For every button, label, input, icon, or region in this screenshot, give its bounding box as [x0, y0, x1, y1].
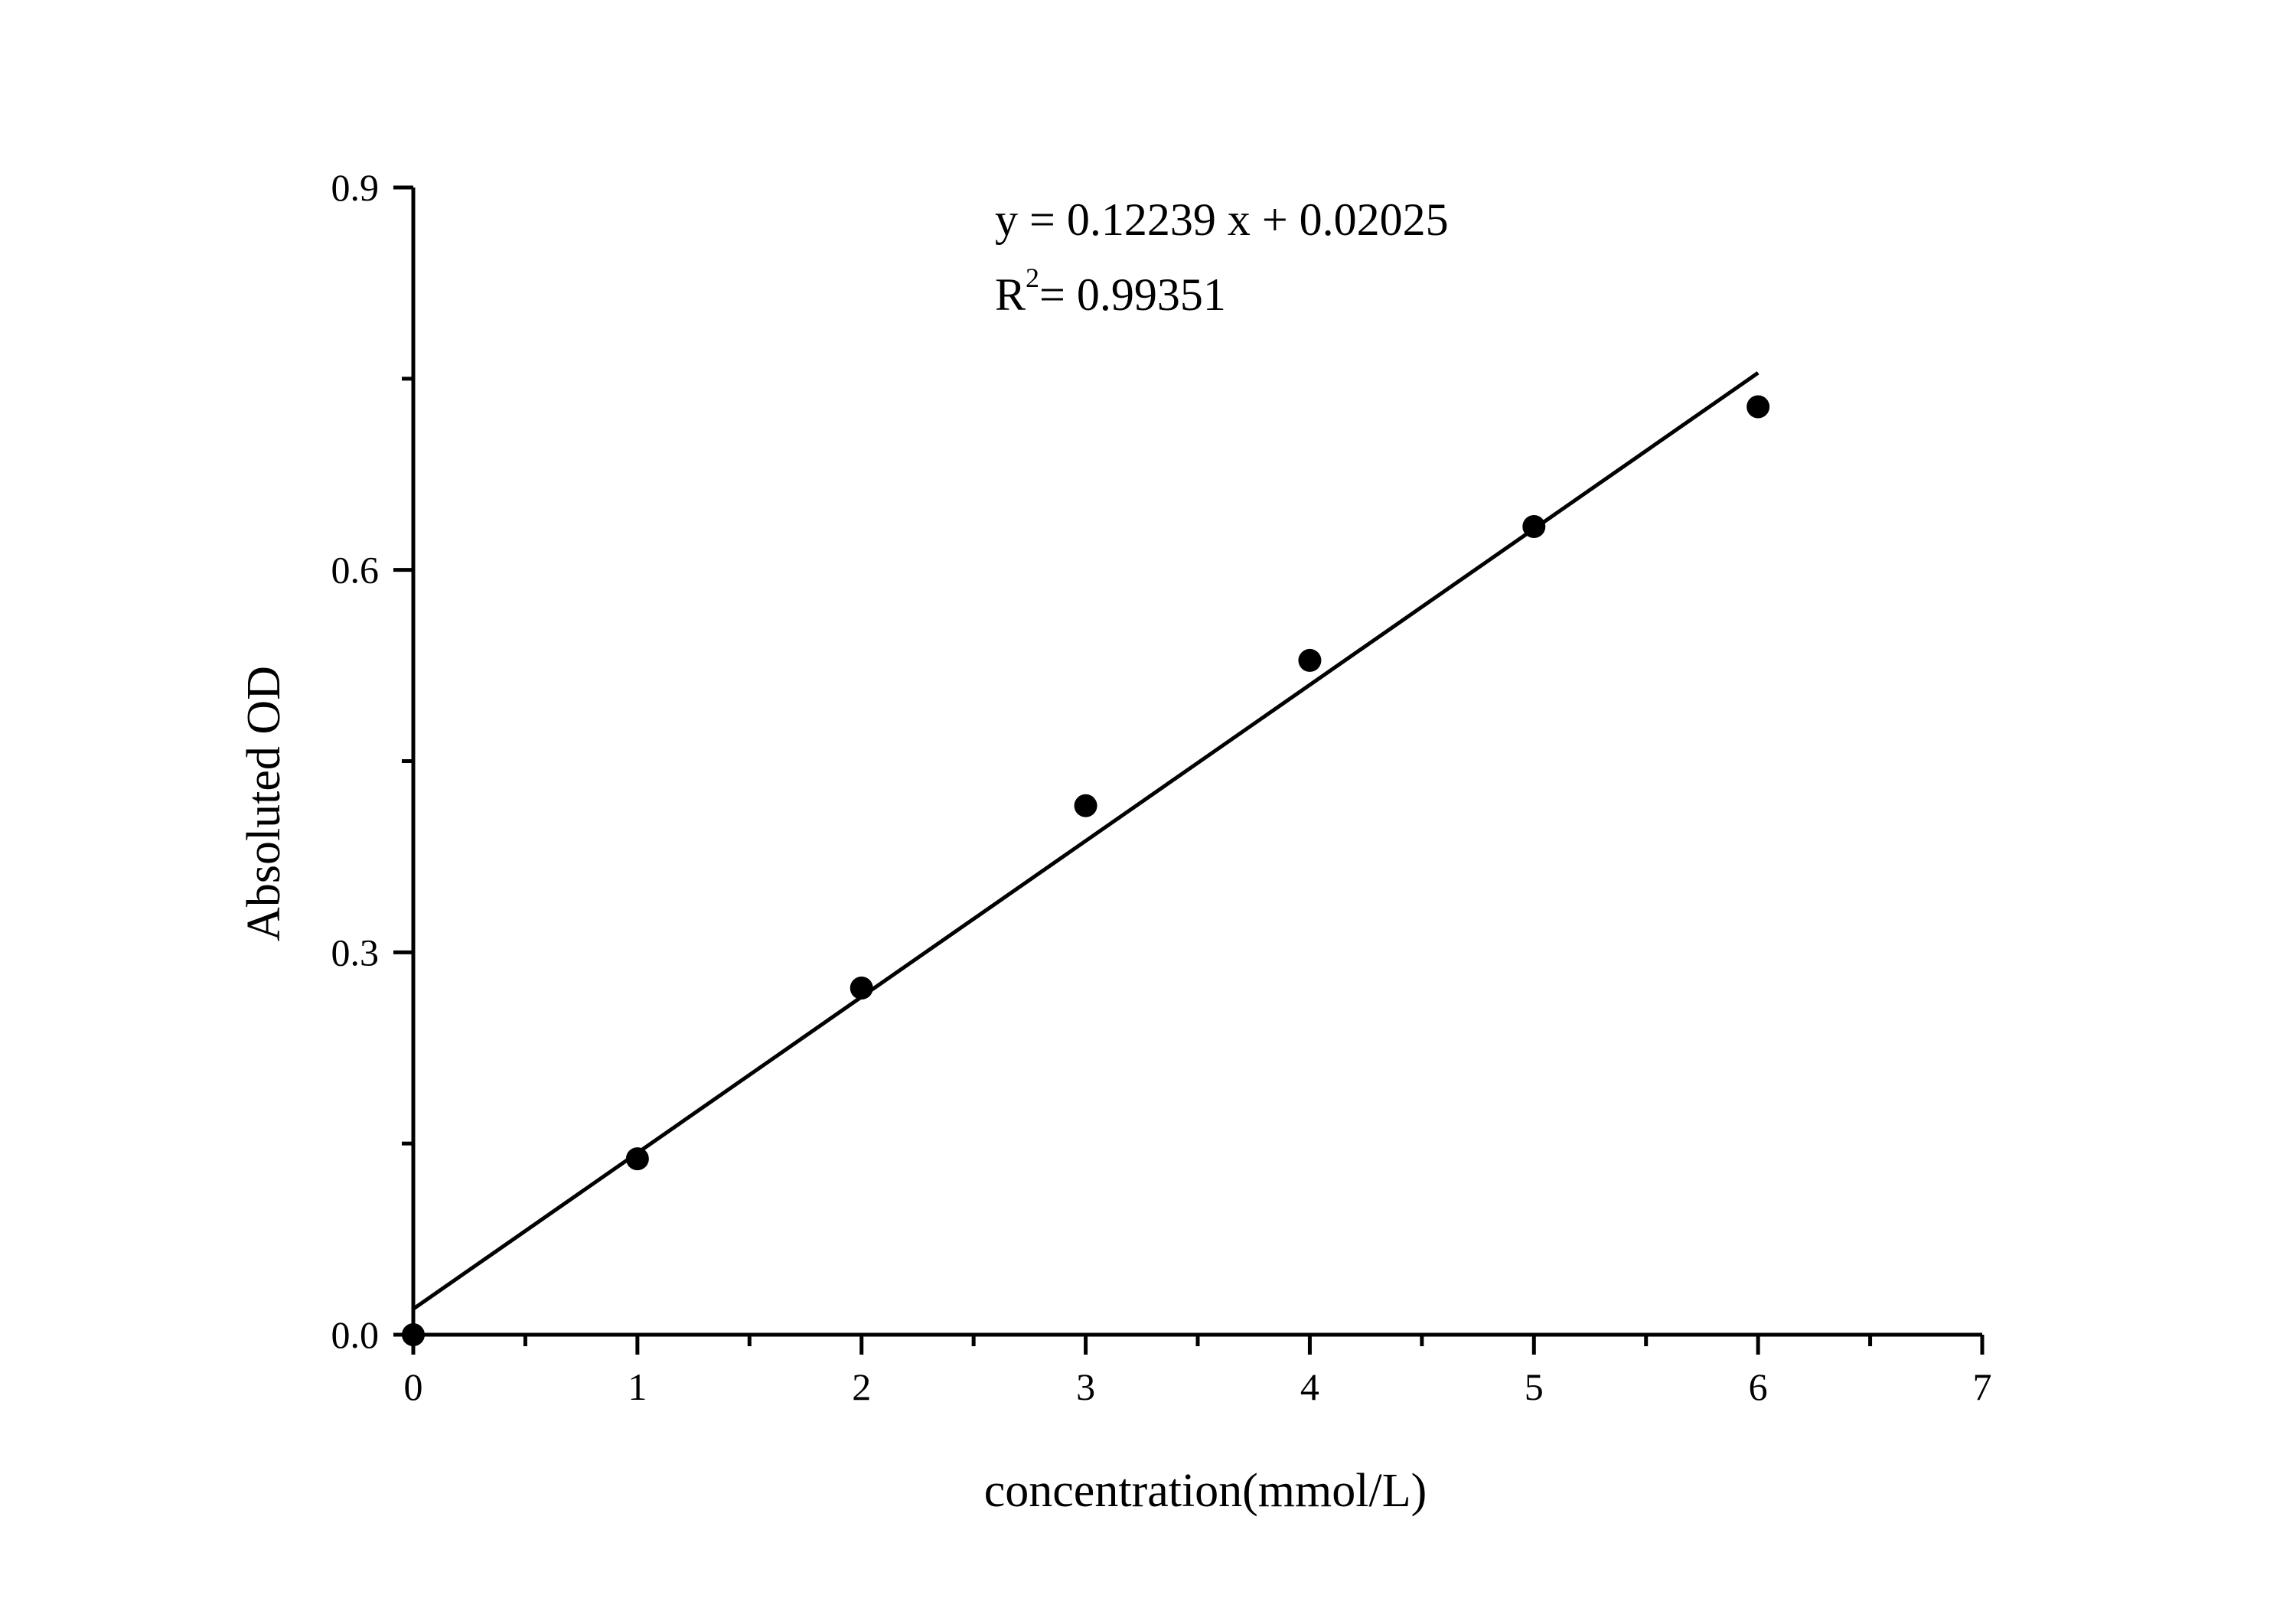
- data-point: [1522, 515, 1546, 539]
- x-tick-label: 5: [1525, 1365, 1544, 1408]
- y-axis-title: Absoluted OD: [238, 666, 290, 941]
- y-tick-label: 0.6: [331, 549, 380, 592]
- x-tick-label: 0: [404, 1365, 423, 1408]
- data-point: [1298, 648, 1322, 672]
- data-point: [402, 1323, 425, 1346]
- r-squared-value: = 0.99351: [1039, 269, 1226, 320]
- data-point: [1074, 794, 1097, 817]
- r-squared-exponent: 2: [1026, 263, 1039, 293]
- data-points: [402, 395, 1770, 1346]
- data-point: [625, 1147, 649, 1171]
- x-tick-label: 6: [1749, 1365, 1768, 1408]
- fit-line-group: [412, 371, 1760, 1311]
- y-tick-label: 0.3: [331, 931, 380, 973]
- x-tick-label: 3: [1076, 1365, 1095, 1408]
- y-tick-label: 0.9: [331, 166, 380, 209]
- y-tick-label: 0.0: [331, 1313, 380, 1356]
- ticks: 0 1 2 3 4 5 6 7 0.0 0.3 0.6 0.9: [331, 166, 1992, 1408]
- x-tick-label: 7: [1973, 1365, 1992, 1408]
- r-squared-base: R: [995, 269, 1026, 320]
- x-axis-title: concentration(mmol/L): [984, 1465, 1427, 1517]
- r-squared: R2= 0.99351: [995, 263, 1226, 320]
- x-tick-label: 2: [852, 1365, 871, 1408]
- data-point: [850, 976, 873, 1000]
- fit-equation: y = 0.12239 x + 0.02025: [995, 194, 1449, 245]
- fit-line: [412, 371, 1760, 1311]
- x-tick-label: 4: [1300, 1365, 1319, 1408]
- x-tick-label: 1: [628, 1365, 647, 1408]
- data-point: [1746, 395, 1770, 419]
